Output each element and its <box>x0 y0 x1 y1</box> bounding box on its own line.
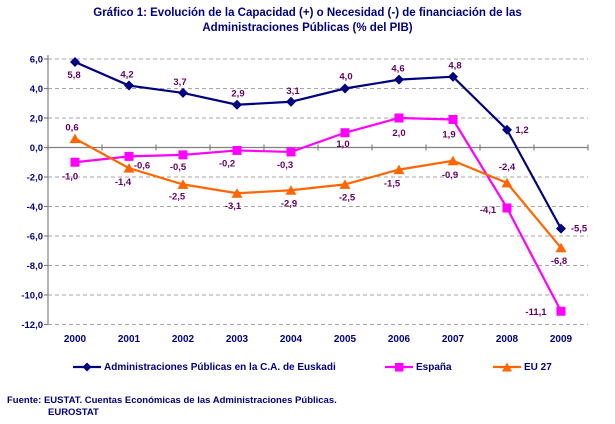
data-point-diamond <box>340 83 350 94</box>
data-point-diamond <box>232 99 242 110</box>
data-label: -0,2 <box>219 158 235 169</box>
data-point-square <box>178 150 188 160</box>
data-label: -1,5 <box>384 179 401 190</box>
data-label: 3,1 <box>286 86 300 97</box>
data-point-diamond <box>70 56 80 67</box>
y-axis-label: -12,0 <box>21 320 43 331</box>
data-point-diamond <box>556 223 566 234</box>
legend-triangle-marker-icon <box>493 362 521 372</box>
data-label: -2,5 <box>339 192 356 203</box>
data-point-square <box>448 114 458 124</box>
data-label: -1,0 <box>62 171 78 182</box>
data-point-triangle <box>447 155 459 166</box>
data-point-square <box>232 145 242 155</box>
data-point-diamond <box>124 80 134 91</box>
data-point-triangle <box>393 164 405 175</box>
chart-title: Gráfico 1: Evolución de la Capacidad (+)… <box>93 7 522 34</box>
y-axis-label: -4,0 <box>27 202 43 213</box>
series-line-2 <box>74 116 562 312</box>
data-point-diamond <box>502 124 512 135</box>
data-label: 2,0 <box>392 128 405 139</box>
x-axis-label: 2007 <box>442 334 465 345</box>
data-label: 4,6 <box>391 64 404 75</box>
x-axis-label: 2006 <box>388 334 411 345</box>
legend-item-2: España <box>385 361 452 373</box>
data-point-square <box>502 203 512 213</box>
data-point-triangle <box>339 179 351 189</box>
data-label: -1,4 <box>115 177 132 188</box>
data-point-square <box>124 151 134 161</box>
data-label: 4,8 <box>448 61 461 72</box>
legend-label: España <box>416 361 452 373</box>
data-point-square <box>340 128 350 138</box>
data-point-triangle <box>501 177 513 188</box>
legend-label: Administraciones Públicas en la C.A. de … <box>104 361 336 373</box>
x-axis-label: 2008 <box>496 334 519 345</box>
y-axis-label: -8,0 <box>27 261 43 272</box>
y-axis-label: -2,0 <box>27 173 43 184</box>
x-axis-label: 2009 <box>550 334 573 345</box>
y-axis-label: 6,0 <box>30 55 43 66</box>
series-line-1 <box>74 60 562 230</box>
data-label: -3,1 <box>225 201 242 212</box>
data-point-square <box>556 306 566 316</box>
data-label: -4,1 <box>480 205 497 216</box>
data-label: 1,0 <box>336 139 349 150</box>
data-label: 2,9 <box>231 89 244 100</box>
data-label: -11,1 <box>525 307 547 318</box>
data-point-square <box>394 113 404 123</box>
legend-label: EU 27 <box>524 361 552 373</box>
data-point-diamond <box>178 87 188 98</box>
chart-legend: Administraciones Públicas en la C.A. de … <box>0 361 615 379</box>
x-axis-label: 2000 <box>64 334 87 345</box>
data-label: -0,9 <box>442 170 458 181</box>
data-label: -5,5 <box>571 224 588 235</box>
data-label: 4,2 <box>120 70 133 81</box>
y-axis-label: -10,0 <box>21 291 43 302</box>
data-point-triangle <box>123 163 135 173</box>
data-label: -0,6 <box>134 160 150 171</box>
data-point-square <box>70 157 80 167</box>
y-axis-label: 4,0 <box>30 84 43 95</box>
data-label: 3,7 <box>173 77 186 88</box>
data-label: 0,6 <box>65 123 78 134</box>
data-label: -0,3 <box>277 160 293 171</box>
data-label: -6,8 <box>551 256 567 267</box>
data-point-triangle <box>231 188 243 198</box>
legend-item-1: Administraciones Públicas en la C.A. de … <box>73 361 336 373</box>
series-line-3 <box>74 137 562 249</box>
y-axis-label: -6,0 <box>27 232 43 243</box>
y-axis-label: 2,0 <box>30 114 43 125</box>
data-label: 1,2 <box>515 125 528 136</box>
x-axis-label: 2003 <box>226 334 249 345</box>
data-point-triangle <box>555 242 567 253</box>
x-axis-label: 2005 <box>334 334 357 345</box>
data-point-diamond <box>394 74 404 85</box>
data-label: -2,9 <box>281 198 297 209</box>
data-point-square <box>286 147 296 157</box>
data-label: 5,8 <box>67 70 80 81</box>
data-point-triangle <box>285 185 297 195</box>
data-point-triangle <box>177 179 189 189</box>
data-label: 1,9 <box>442 129 455 140</box>
data-label: 4,0 <box>339 72 352 83</box>
data-point-diamond <box>448 71 458 82</box>
legend-square-marker-icon <box>385 363 413 372</box>
data-label: -2,4 <box>499 162 516 173</box>
x-axis-label: 2001 <box>118 334 141 345</box>
data-label: -0,5 <box>170 162 187 173</box>
y-axis-label: 0,0 <box>30 143 43 154</box>
data-point-triangle <box>69 133 81 144</box>
legend-item-3: EU 27 <box>493 361 552 373</box>
source-line-1: Fuente: EUSTAT. Cuentas Económicas de la… <box>7 395 337 406</box>
source-line-2: EUROSTAT <box>48 407 99 418</box>
legend-diamond-marker-icon <box>73 362 101 372</box>
source-note: Fuente: EUSTAT. Cuentas Económicas de la… <box>7 395 337 419</box>
x-axis-label: 2002 <box>172 334 195 345</box>
x-axis-label: 2004 <box>280 334 303 345</box>
data-point-diamond <box>286 96 296 107</box>
data-label: -2,5 <box>169 191 186 202</box>
